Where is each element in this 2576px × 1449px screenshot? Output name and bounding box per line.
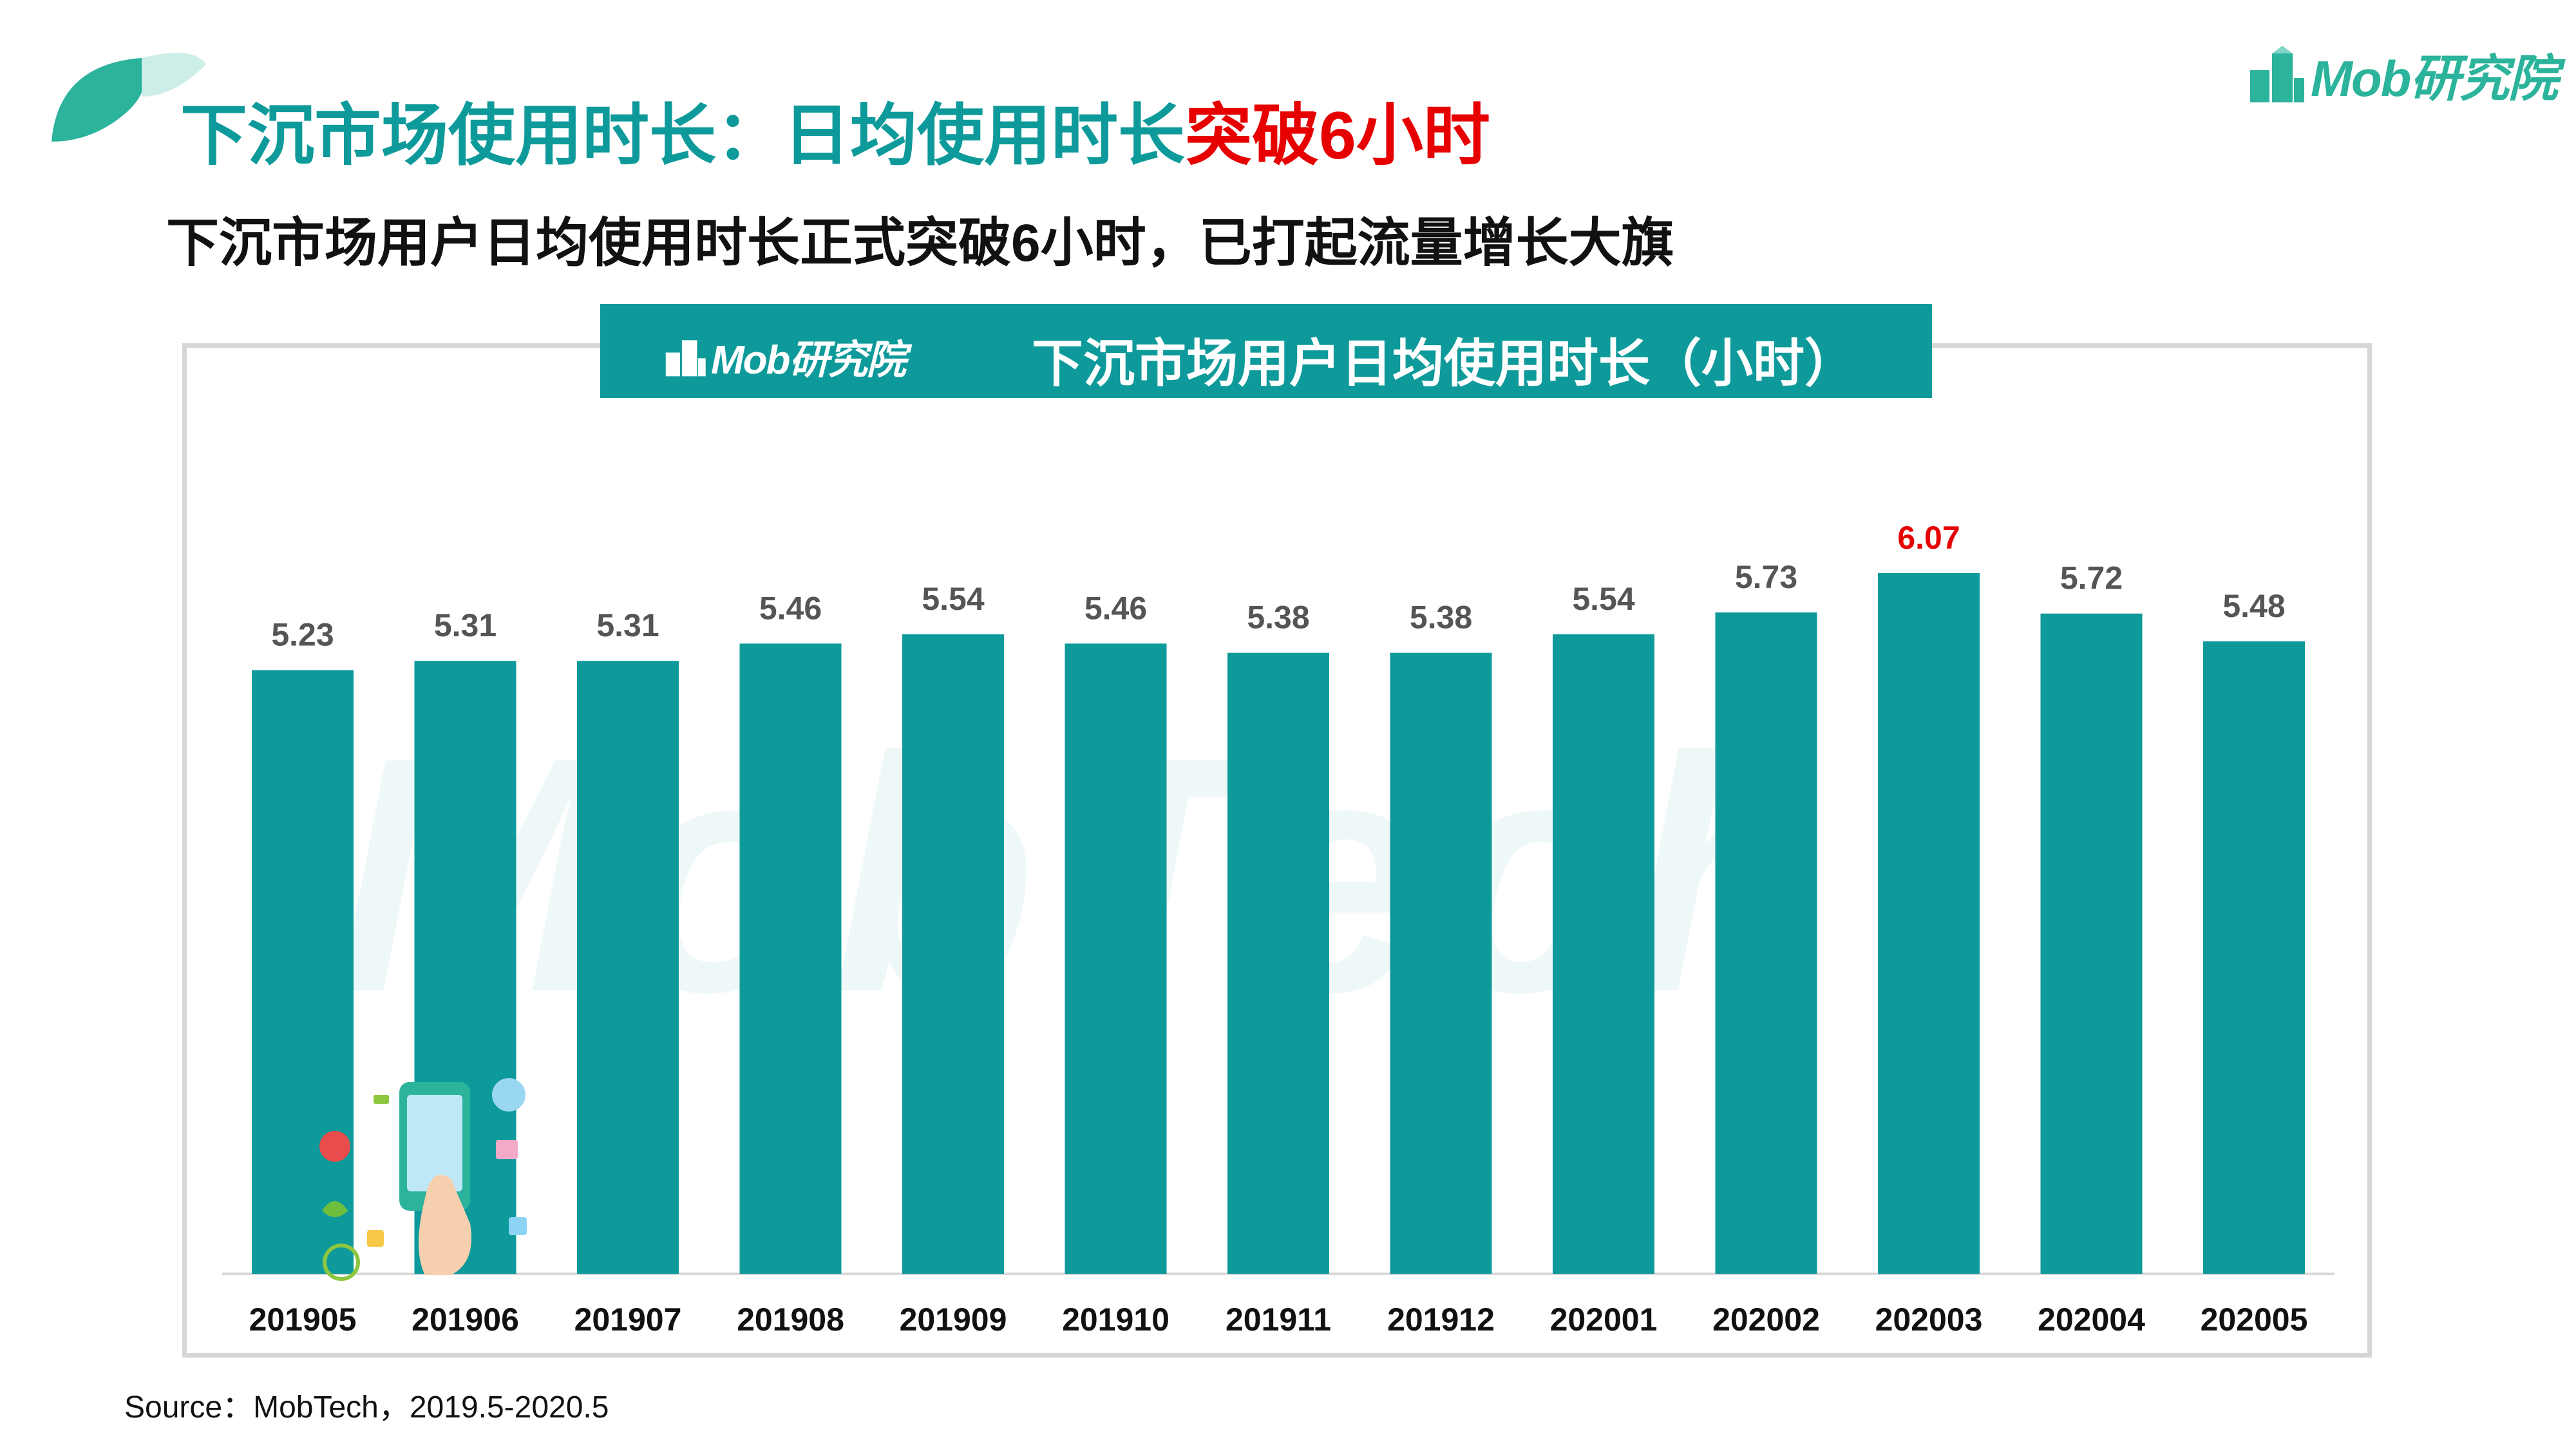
- bar-202002: [1715, 612, 1817, 1274]
- bar-201907: [577, 661, 679, 1274]
- source-note: Source：MobTech，2019.5-2020.5: [124, 1390, 609, 1425]
- phone-apps-illustration-icon: [319, 1078, 527, 1281]
- chart-brand-name: Mob研究院: [711, 338, 906, 383]
- x-tick-label: 202002: [1712, 1302, 1820, 1338]
- x-tick-label: 201906: [412, 1302, 519, 1338]
- data-label: 5.48: [2222, 588, 2285, 624]
- bar-201910: [1065, 643, 1167, 1274]
- bar-202003: [1878, 573, 1980, 1274]
- x-tick-label: 201909: [900, 1302, 1007, 1338]
- data-label: 5.72: [2060, 560, 2123, 596]
- data-label: 5.73: [1735, 559, 1797, 595]
- x-tick-label: 201908: [737, 1302, 844, 1338]
- building-logo-icon: [2250, 45, 2304, 102]
- bar-201909: [902, 634, 1004, 1274]
- x-tick-label: 201911: [1226, 1302, 1331, 1338]
- brand-name: Mob研究院: [2311, 50, 2558, 107]
- bar-201911: [1227, 652, 1329, 1274]
- data-label: 5.38: [1247, 600, 1309, 636]
- data-label: 5.31: [434, 607, 497, 643]
- bar-202004: [2040, 613, 2143, 1274]
- data-label: 5.46: [1084, 590, 1147, 626]
- x-tick-label: 201907: [574, 1302, 682, 1338]
- bar-201912: [1390, 652, 1492, 1274]
- page-title-main: 下沉市场使用时长：日均使用时长: [180, 99, 1186, 173]
- page-subtitle: 下沉市场用户日均使用时长正式突破6小时，已打起流量增长大旗: [166, 214, 1674, 272]
- building-logo-icon: [665, 340, 706, 377]
- page-title: 下沉市场使用时长：日均使用时长突破6小时: [180, 80, 1490, 178]
- bar-202001: [1553, 634, 1654, 1274]
- x-tick-label: 202001: [1550, 1302, 1658, 1338]
- data-label: 5.31: [596, 607, 659, 643]
- data-label: 5.46: [759, 590, 822, 626]
- page-title-highlight: 突破6小时: [1185, 99, 1490, 173]
- x-tick-label: 201905: [249, 1302, 357, 1338]
- x-tick-label: 202005: [2201, 1302, 2308, 1338]
- x-tick-label: 201912: [1387, 1302, 1495, 1338]
- x-tick-label: 202003: [1875, 1302, 1983, 1338]
- data-label: 5.54: [922, 581, 985, 617]
- x-tick-label: 201910: [1062, 1302, 1170, 1338]
- data-label: 5.54: [1572, 581, 1635, 617]
- bar-202005: [2203, 641, 2305, 1274]
- bar-201905: [252, 670, 354, 1274]
- data-label: 6.07: [1897, 520, 1960, 556]
- x-tick-label: 202004: [2038, 1302, 2145, 1338]
- brand-logo: Mob研究院: [2248, 39, 2558, 111]
- chart-title-bar: Mob研究院 下沉市场用户日均使用时长（小时）: [600, 304, 1932, 398]
- bar-201908: [739, 643, 842, 1274]
- chart-title: 下沉市场用户日均使用时长（小时）: [1032, 335, 1856, 392]
- data-label: 5.38: [1410, 600, 1472, 636]
- chart-brand-logo: Mob研究院: [663, 327, 906, 385]
- leaf-decoration-icon: [52, 53, 206, 142]
- data-label: 5.23: [271, 617, 334, 653]
